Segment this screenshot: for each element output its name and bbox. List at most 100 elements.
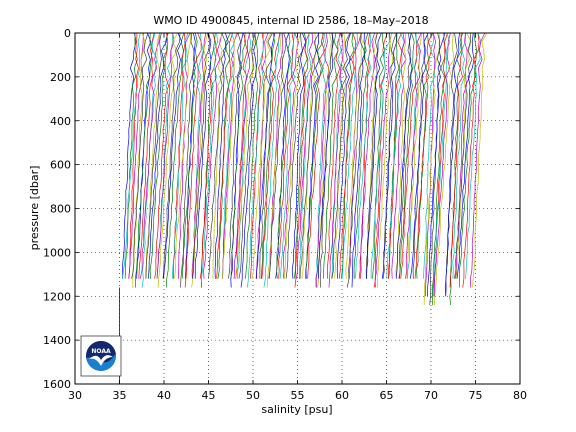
profile-line [365,32,379,279]
y-tick-label: 0 [64,27,71,40]
profile-line [395,32,413,279]
profile-line [221,32,236,279]
profile-line [351,32,367,288]
x-tick-label: 80 [513,389,527,402]
x-tick-label: 75 [469,389,483,402]
profile-line [200,32,219,288]
x-tick-label: 45 [202,389,216,402]
profile-line [283,32,300,279]
profile-line [128,32,139,279]
y-axis-label: pressure [dbar] [28,166,41,251]
profile-line [359,32,371,279]
x-tick-label: 30 [68,389,82,402]
profile-line [315,32,330,288]
profile-line [171,32,189,279]
profile-line [275,32,292,279]
profile-line [162,32,181,279]
profile-line [157,32,179,288]
profile-line [331,32,351,279]
profile-line [406,32,423,279]
profile-line [139,32,160,279]
profile-line [462,32,480,288]
profile-line [192,32,204,279]
x-tick-label: 65 [380,389,394,402]
profile-line [147,32,168,279]
profile-line [203,32,223,279]
profile-line [346,32,365,288]
profile-line [294,32,310,288]
profile-line [138,32,155,279]
profile-line [180,32,195,288]
profile-line [184,32,202,288]
profile-line [261,32,281,279]
profile-line [145,32,162,279]
profile-line [278,32,294,279]
profile-line [455,32,468,279]
x-tick-label: 35 [113,389,127,402]
profile-line [345,32,363,279]
profile-line [409,32,429,279]
profile-line [427,32,446,297]
profile-line [414,32,434,279]
profile-line [370,32,390,279]
profile-line [131,32,149,279]
profile-line [230,32,247,279]
y-tick-label: 800 [50,203,71,216]
profile-line [449,32,463,288]
profile-line [305,32,320,279]
profile-line [291,32,307,279]
profile-line [298,32,312,279]
profile-line [399,32,415,279]
profile-line [132,32,146,288]
profile-line [340,32,355,279]
profile-line [366,32,382,279]
profile-line [305,32,324,279]
profile-line [299,32,320,279]
profile-line [268,32,287,279]
y-tick-label: 1000 [43,246,71,259]
profile-line [433,32,451,297]
profile-line [353,32,369,279]
x-axis: 30 35 40 45 50 55 60 65 70 75 80 [68,33,527,402]
profile-line [263,32,281,288]
profile-line [382,32,397,279]
profile-line [214,32,229,279]
profile-line [199,32,217,279]
profile-series [119,32,488,384]
profile-line [217,32,231,279]
profile-line [322,32,339,279]
profile-line [154,32,169,279]
x-axis-label: salinity [psu] [261,403,332,416]
profile-line [276,32,290,279]
profile-line [285,32,303,279]
y-tick-label: 200 [50,71,71,84]
profile-line [412,32,427,279]
x-tick-label: 70 [424,389,438,402]
chart-title: WMO ID 4900845, internal ID 2586, 18–May… [153,14,428,27]
profile-line [149,32,169,279]
profile-line [237,32,251,279]
profile-line [255,32,276,279]
profile-line [307,32,326,279]
profile-line [372,32,386,279]
profile-line [122,32,141,279]
profile-line [235,32,255,279]
profile-line [319,33,333,288]
profile-line [233,32,251,279]
profile-line [216,32,234,279]
x-tick-label: 50 [246,389,260,402]
profile-line [407,32,420,279]
profile-line [341,32,358,279]
y-tick-label: 600 [50,159,71,172]
profile-line [222,32,237,279]
profile-line [470,32,486,288]
profile-line [465,32,482,279]
profile-line [328,32,344,288]
profile-line [456,32,475,279]
profile-line [266,32,284,288]
profile-line [122,32,137,279]
profile-line [354,32,372,279]
profile-line [317,32,334,279]
y-tick-label: 1200 [43,290,71,303]
